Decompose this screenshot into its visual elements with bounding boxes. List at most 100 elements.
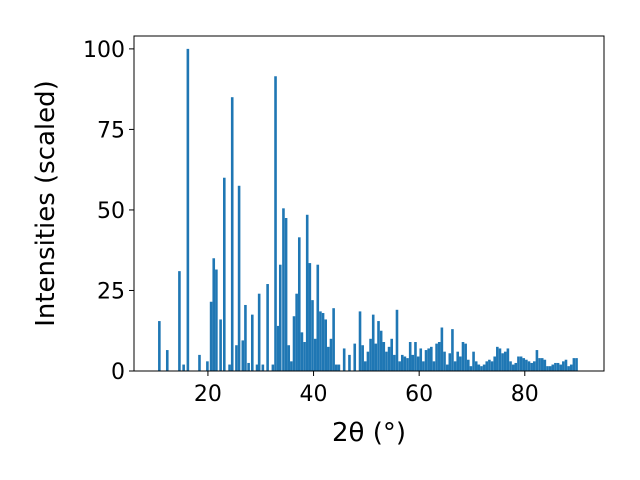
bar (398, 361, 401, 371)
bar (284, 218, 288, 371)
bar (480, 366, 483, 371)
bar (403, 356, 407, 371)
bar (527, 361, 531, 371)
bar (295, 293, 298, 371)
bar (472, 351, 475, 371)
bar (219, 319, 222, 371)
bar (567, 366, 570, 371)
bar (469, 366, 473, 371)
bar (178, 271, 181, 371)
bar (556, 362, 560, 371)
bar (482, 364, 486, 371)
plot-frame (133, 35, 605, 372)
y-tick-label: 100 (83, 38, 125, 63)
bar (435, 343, 438, 371)
bar (244, 304, 247, 371)
bar (316, 264, 320, 371)
bar (488, 359, 491, 371)
bar (443, 351, 446, 371)
bar (538, 358, 541, 371)
bar (374, 343, 378, 371)
bar (490, 361, 494, 371)
bar (525, 359, 528, 371)
bar (186, 48, 190, 371)
bar (358, 311, 362, 371)
y-axis-label: Intensities (scaled) (31, 80, 61, 327)
bar (342, 348, 346, 371)
bar (406, 358, 409, 371)
bar (498, 348, 502, 371)
bar (387, 346, 391, 371)
x-axis-label: 2θ (°) (332, 418, 406, 448)
bar (535, 350, 539, 371)
bar (364, 361, 367, 371)
bar (432, 361, 436, 371)
bar (506, 348, 510, 371)
bar (348, 354, 351, 371)
x-tick-label: 20 (194, 382, 222, 407)
bar (562, 361, 565, 371)
bar (292, 316, 296, 371)
bar (466, 359, 470, 371)
bar (198, 354, 201, 371)
bar (451, 329, 454, 372)
bar (377, 321, 380, 371)
bar (313, 338, 317, 371)
x-axis-ticks: 20 40 60 80 (194, 371, 539, 407)
y-axis-ticks: 0 25 50 75 100 (83, 38, 134, 385)
bar (165, 350, 169, 371)
bar (366, 351, 370, 371)
bar (332, 308, 335, 371)
y-tick-label: 25 (97, 279, 125, 304)
bar (158, 321, 161, 371)
bar (274, 76, 277, 371)
bar (540, 358, 544, 371)
bar (424, 350, 428, 371)
bar (559, 364, 562, 371)
x-tick-label: 80 (511, 382, 539, 407)
bar (261, 364, 265, 371)
bar (305, 214, 309, 371)
bar (456, 351, 460, 371)
bar (474, 361, 478, 371)
bar (564, 359, 568, 371)
bar (390, 338, 394, 371)
bar (327, 346, 330, 371)
bar (509, 361, 512, 371)
bar (308, 263, 312, 371)
bar (303, 342, 306, 371)
bar (459, 356, 462, 371)
bar (228, 364, 231, 371)
bar (569, 364, 573, 371)
y-tick-label: 75 (97, 118, 125, 143)
bar (427, 348, 430, 371)
bar (282, 208, 285, 371)
bar (361, 345, 364, 371)
bar (230, 97, 234, 371)
bar (250, 314, 254, 371)
bar (416, 356, 420, 371)
bar (440, 327, 444, 371)
bar (300, 332, 304, 371)
bar (477, 364, 481, 371)
bar (371, 314, 375, 371)
bar (408, 342, 412, 371)
bar (532, 361, 536, 371)
bar (393, 354, 396, 371)
x-tick-label: 60 (405, 382, 433, 407)
bar (517, 356, 520, 371)
bar (437, 342, 441, 371)
bar (548, 366, 552, 371)
bar (206, 361, 209, 371)
bar (575, 358, 578, 371)
bar (411, 354, 415, 371)
bar (182, 364, 185, 371)
bar (287, 345, 291, 371)
bar (337, 364, 341, 371)
bar (215, 269, 218, 371)
bar (445, 364, 449, 371)
bar (503, 351, 507, 371)
bar (266, 284, 269, 371)
